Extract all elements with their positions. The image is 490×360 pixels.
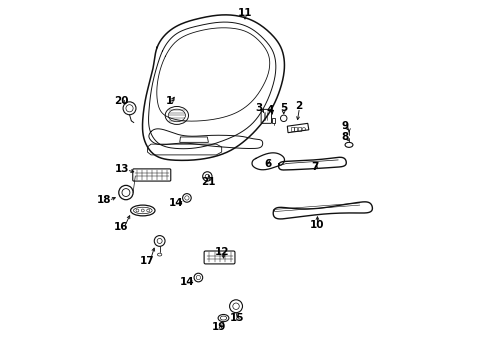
Text: 17: 17	[140, 256, 155, 266]
Bar	[291, 127, 294, 131]
Text: 20: 20	[114, 96, 128, 106]
Text: 10: 10	[310, 220, 324, 230]
Text: 18: 18	[97, 195, 112, 205]
Bar	[298, 127, 301, 131]
Text: 8: 8	[342, 132, 349, 142]
Text: 9: 9	[342, 121, 349, 131]
Text: 14: 14	[169, 198, 183, 208]
Text: 1: 1	[166, 96, 173, 106]
Text: 2: 2	[295, 102, 302, 112]
Text: 21: 21	[201, 177, 216, 187]
Text: 6: 6	[265, 159, 272, 169]
Text: 16: 16	[114, 222, 128, 231]
Text: 5: 5	[280, 103, 287, 113]
Text: 14: 14	[180, 277, 195, 287]
Text: 15: 15	[230, 313, 245, 323]
Bar	[294, 127, 297, 131]
Text: 19: 19	[212, 322, 226, 332]
Text: 4: 4	[267, 105, 274, 115]
Text: 12: 12	[215, 247, 229, 257]
Text: 3: 3	[256, 103, 263, 113]
Text: 13: 13	[115, 164, 130, 174]
Text: 11: 11	[238, 8, 252, 18]
Text: 7: 7	[311, 162, 318, 172]
